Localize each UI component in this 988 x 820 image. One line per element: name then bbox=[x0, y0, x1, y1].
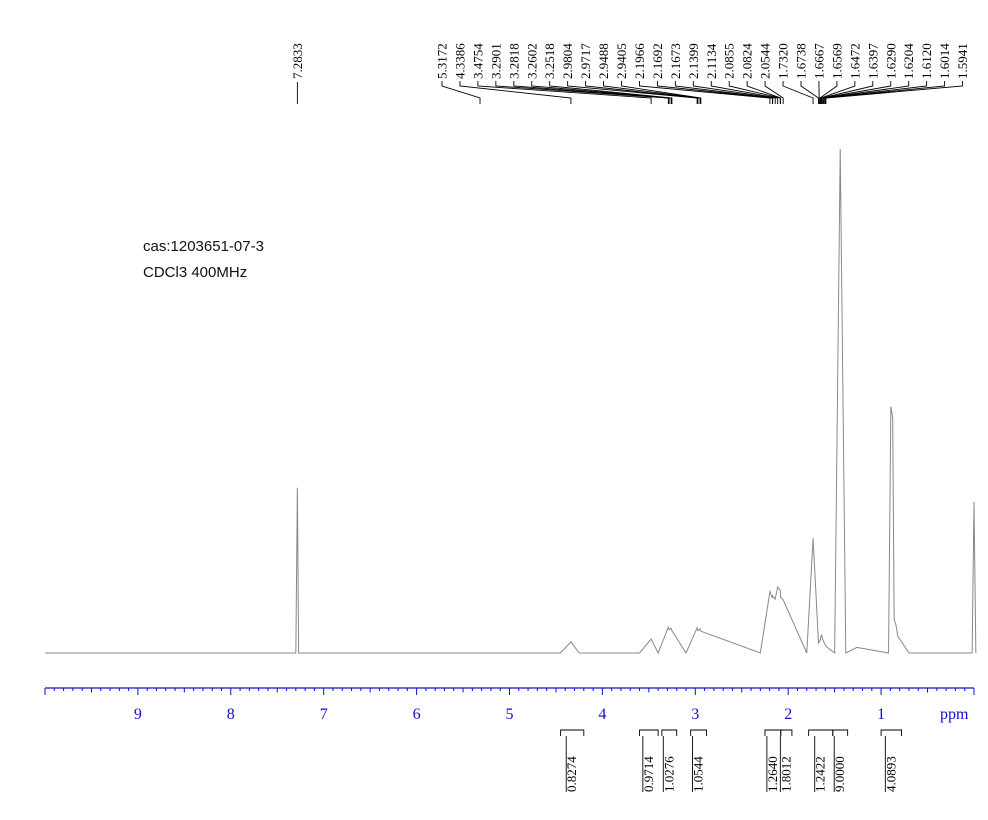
peak-label: 2.1673 bbox=[668, 43, 683, 79]
peak-label: 1.7320 bbox=[776, 43, 791, 79]
solvent-peak-label-group: 7.2833 bbox=[290, 43, 305, 104]
peak-label: 1.6204 bbox=[901, 43, 916, 79]
peak-label-connector bbox=[822, 81, 892, 104]
peak-label-connector bbox=[764, 81, 784, 104]
x-tick-label: 9 bbox=[134, 706, 142, 723]
integral-bracket bbox=[690, 729, 707, 736]
integral-value: 0.8274 bbox=[564, 756, 579, 792]
peak-label-connector bbox=[674, 81, 774, 104]
peak-label-connector bbox=[746, 81, 781, 104]
peak-label-connector bbox=[549, 81, 673, 104]
peak-label: 2.1134 bbox=[704, 43, 719, 79]
peak-label-connector bbox=[531, 81, 672, 104]
x-tick-label: 2 bbox=[784, 706, 792, 723]
peak-label: 2.0824 bbox=[740, 43, 755, 79]
peak-label-connector bbox=[603, 81, 701, 104]
peak-label-connector bbox=[477, 81, 652, 104]
integral-bracket bbox=[780, 729, 793, 736]
integral-value: 1.0544 bbox=[691, 756, 706, 792]
integral-bracket bbox=[880, 729, 902, 736]
peak-label-connector bbox=[585, 81, 699, 104]
peak-label-connector bbox=[710, 81, 779, 104]
spectrum-trace bbox=[45, 148, 977, 655]
integral-value: 1.0276 bbox=[661, 756, 676, 792]
peak-label-connector bbox=[639, 81, 771, 104]
peak-label-group: 5.3172 4.3386 3.4754 3.2901 3.2818 3.2602 3.25… bbox=[435, 43, 970, 104]
peak-label-connector bbox=[800, 81, 819, 104]
x-tick-label: 4 bbox=[598, 706, 606, 723]
integral-value: 1.2422 bbox=[813, 756, 828, 792]
peak-label: 2.9804 bbox=[560, 43, 575, 79]
integral-bracket bbox=[832, 729, 849, 736]
integral-bracket bbox=[639, 729, 659, 736]
peak-label-connector bbox=[821, 81, 874, 104]
x-tick-label: 3 bbox=[691, 706, 699, 723]
peak-label: 1.6472 bbox=[847, 43, 862, 79]
peak-label: 5.3172 bbox=[435, 43, 450, 79]
x-tick-label: 7 bbox=[320, 706, 328, 723]
peak-label-connector bbox=[824, 81, 946, 104]
peak-label: 3.2602 bbox=[524, 43, 539, 79]
integral-value: 0.9714 bbox=[641, 756, 656, 792]
peak-label-connector bbox=[513, 81, 670, 104]
peak-label-connector bbox=[823, 81, 910, 104]
peak-label: 3.4754 bbox=[470, 43, 485, 79]
peak-label: 1.6569 bbox=[829, 43, 844, 79]
peak-label: 3.2901 bbox=[488, 43, 503, 79]
peak-label-connector bbox=[621, 81, 702, 104]
peak-label: 3.2818 bbox=[506, 43, 521, 79]
integral-bracket bbox=[560, 729, 585, 736]
peak-label: 1.5941 bbox=[955, 43, 970, 79]
peak-label: 1.6738 bbox=[794, 43, 809, 79]
peak-label: 2.1399 bbox=[686, 43, 701, 79]
solvent-peak-label: 7.2833 bbox=[290, 43, 305, 79]
solvent-frequency-annotation: CDCl3 400MHz bbox=[143, 264, 248, 281]
peak-label: 2.0855 bbox=[722, 43, 737, 79]
peak-label: 2.1692 bbox=[650, 43, 665, 79]
peak-label-connector bbox=[782, 81, 814, 104]
peak-label: 2.9488 bbox=[596, 43, 611, 79]
peak-label-connector bbox=[820, 81, 856, 104]
peak-label-connector bbox=[823, 81, 928, 104]
x-tick-label: 8 bbox=[227, 706, 235, 723]
integral-bracket bbox=[661, 729, 678, 736]
integral-value: 1.2640 bbox=[765, 756, 780, 792]
cas-annotation: cas:1203651-07-3 bbox=[143, 238, 264, 255]
integral-value: 4.0893 bbox=[883, 756, 898, 792]
peak-label: 1.6014 bbox=[937, 43, 952, 79]
peak-label-connector bbox=[495, 81, 669, 104]
peak-label: 3.2518 bbox=[542, 43, 557, 79]
ppm-axis: 9 8 7 6 5 4 3 2 1 ppm bbox=[44, 687, 975, 723]
x-tick-label: 5 bbox=[506, 706, 514, 723]
integral-value: 9.0000 bbox=[832, 756, 847, 792]
peak-label: 4.3386 bbox=[452, 43, 467, 79]
peak-label: 2.9405 bbox=[614, 43, 629, 79]
peak-label-connector bbox=[819, 81, 838, 104]
peak-label: 1.6397 bbox=[865, 43, 880, 79]
x-tick-label: 6 bbox=[413, 706, 421, 723]
peak-label: 2.9717 bbox=[578, 43, 593, 79]
integral-bracket bbox=[808, 729, 834, 736]
peak-label: 1.6290 bbox=[883, 43, 898, 79]
peak-label-connector bbox=[825, 81, 963, 104]
x-tick-label: 1 bbox=[877, 706, 885, 723]
peak-label: 1.6120 bbox=[919, 43, 934, 79]
peak-label: 2.1966 bbox=[632, 43, 647, 79]
integral-bracket bbox=[764, 729, 782, 736]
peak-label-connector bbox=[692, 81, 776, 104]
peak-label-connector bbox=[567, 81, 698, 104]
integral-value: 1.8012 bbox=[778, 756, 793, 792]
peak-label-connector bbox=[441, 81, 481, 104]
peak-label: 1.6667 bbox=[811, 43, 826, 79]
peak-label: 2.0544 bbox=[758, 43, 773, 79]
peak-label-connector bbox=[459, 81, 572, 104]
x-axis-label: ppm bbox=[940, 706, 969, 723]
